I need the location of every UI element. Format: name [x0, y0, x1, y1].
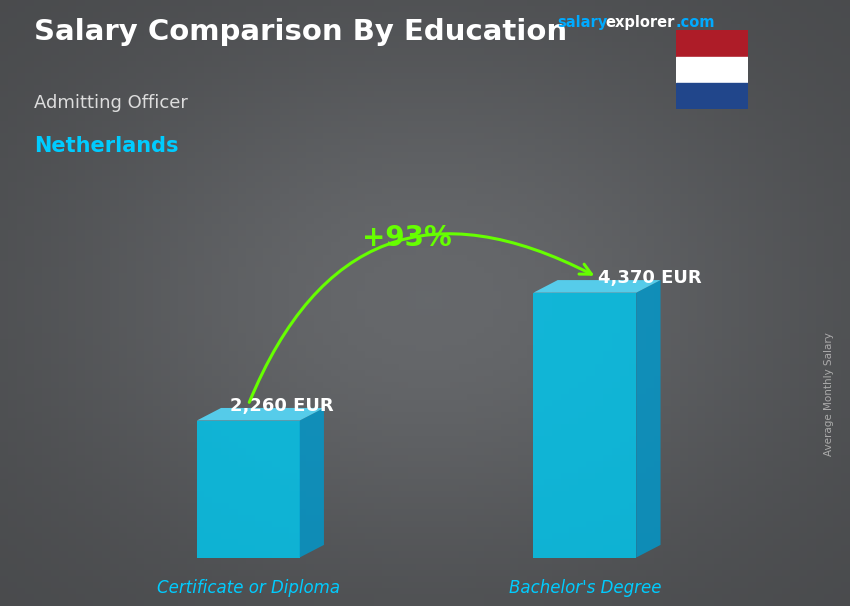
Bar: [676, 30, 748, 56]
Text: 2,260 EUR: 2,260 EUR: [230, 396, 334, 415]
Text: +93%: +93%: [362, 224, 452, 252]
Text: salary: salary: [557, 15, 607, 30]
Polygon shape: [196, 421, 299, 558]
Polygon shape: [299, 408, 324, 558]
Bar: [676, 83, 748, 109]
Text: .com: .com: [676, 15, 715, 30]
Polygon shape: [534, 280, 660, 293]
Text: explorer: explorer: [605, 15, 675, 30]
Text: Certificate or Diploma: Certificate or Diploma: [156, 579, 340, 597]
Text: 4,370 EUR: 4,370 EUR: [598, 268, 702, 287]
Text: Salary Comparison By Education: Salary Comparison By Education: [34, 18, 567, 46]
Text: Admitting Officer: Admitting Officer: [34, 94, 188, 112]
Polygon shape: [534, 293, 636, 558]
Polygon shape: [636, 280, 660, 558]
Text: Netherlands: Netherlands: [34, 136, 178, 156]
Text: Average Monthly Salary: Average Monthly Salary: [824, 332, 834, 456]
Polygon shape: [196, 408, 324, 421]
Bar: [676, 56, 748, 83]
Text: Bachelor's Degree: Bachelor's Degree: [508, 579, 661, 597]
